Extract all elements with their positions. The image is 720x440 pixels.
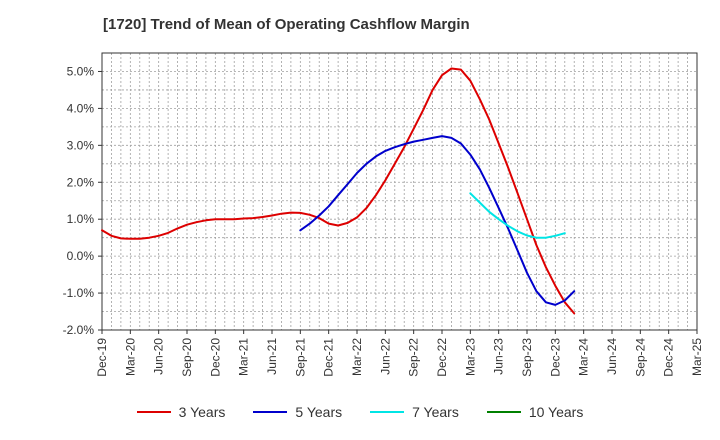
plot-frame <box>101 52 698 331</box>
x-tick-label: Jun-24 <box>605 338 619 375</box>
x-tick-label: Sep-20 <box>180 338 194 377</box>
x-tick-label: Dec-20 <box>208 338 222 377</box>
x-tick-label: Jun-22 <box>378 338 392 375</box>
x-tick-label: Dec-23 <box>548 338 562 377</box>
legend-item-10-years: 10 Years <box>486 404 584 420</box>
legend-label: 7 Years <box>412 404 459 420</box>
legend-label: 10 Years <box>528 404 584 420</box>
x-tick-label: Sep-23 <box>520 338 534 377</box>
legend-item-5-years: 5 Years <box>253 404 342 420</box>
x-tick-label: Mar-22 <box>350 338 364 376</box>
x-tick-label: Jun-20 <box>152 338 166 375</box>
x-tick-label: Mar-25 <box>690 338 704 376</box>
y-tick-label: 0.0% <box>67 249 95 263</box>
legend-swatch <box>370 411 405 413</box>
legend-swatch <box>136 411 171 413</box>
y-tick-label: 1.0% <box>67 212 95 226</box>
x-tick-label: Mar-20 <box>123 338 137 376</box>
legend-label: 5 Years <box>295 404 343 420</box>
x-tick-label: Mar-24 <box>577 338 591 376</box>
legend-swatch <box>486 411 521 413</box>
legend-swatch <box>253 411 288 413</box>
x-tick-label: Sep-22 <box>407 338 421 377</box>
y-tick-label: 3.0% <box>67 138 95 152</box>
x-tick-label: Jun-23 <box>492 338 506 375</box>
y-tick-label: 4.0% <box>67 101 95 115</box>
x-tick-label: Dec-22 <box>435 338 449 377</box>
plot-area <box>102 53 697 330</box>
legend-item-7-years: 7 Years <box>370 404 459 420</box>
series-line-3-years <box>101 67 576 315</box>
x-tick-label: Dec-19 <box>95 338 109 377</box>
x-tick-label: Sep-21 <box>293 338 307 377</box>
chart-legend: 3 Years 5 Years 7 Years 10 Years <box>0 404 720 420</box>
x-tick-label: Sep-24 <box>633 338 647 377</box>
x-tick-label: Mar-23 <box>463 338 477 376</box>
x-tick-label: Dec-24 <box>662 338 676 377</box>
y-tick-label: 2.0% <box>67 175 95 189</box>
y-tick-label: 5.0% <box>67 64 95 78</box>
chart-title: [1720] Trend of Mean of Operating Cashfl… <box>103 16 470 33</box>
y-tick-label: -2.0% <box>63 323 95 337</box>
legend-label: 3 Years <box>178 404 226 420</box>
x-tick-label: Dec-21 <box>322 338 336 377</box>
x-tick-label: Jun-21 <box>265 338 279 375</box>
series-line-5-years <box>299 135 576 306</box>
series-line-7-years <box>469 192 566 239</box>
y-tick-label: -1.0% <box>63 286 95 300</box>
x-tick-label: Mar-21 <box>237 338 251 376</box>
legend-item-3-years: 3 Years <box>136 404 226 420</box>
